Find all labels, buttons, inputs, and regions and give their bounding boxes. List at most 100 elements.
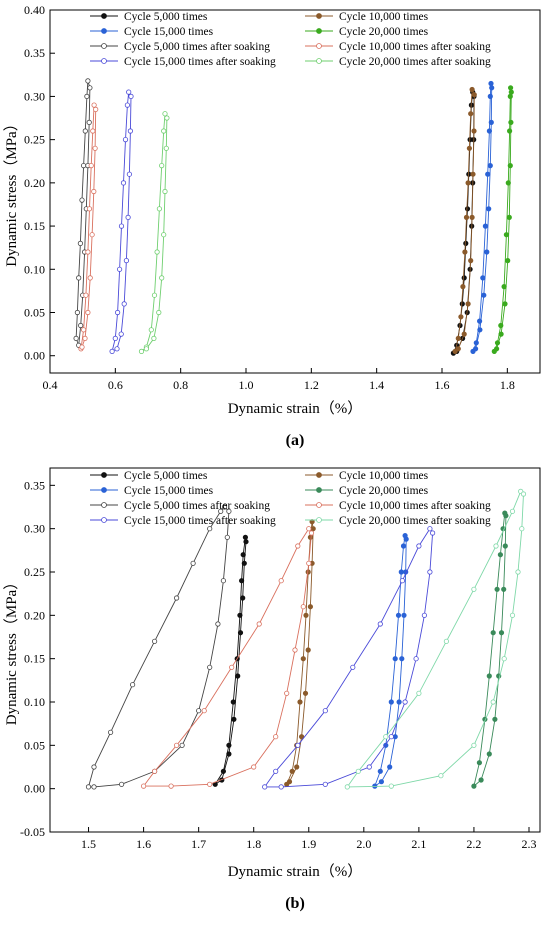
series-7 [138,111,170,354]
x-tick-label: 1.8 [246,837,261,851]
series-2 [372,532,409,789]
data-point [507,93,513,100]
y-tick-label: 0.30 [24,89,45,103]
x-tick-label: 1.9 [301,837,316,851]
y-tick-label: 0.05 [24,738,45,752]
data-point [427,526,433,532]
legend-swatch-marker [316,43,322,49]
data-point [297,699,303,705]
data-point [344,784,350,790]
data-point [486,128,492,134]
data-point [79,197,85,203]
legend-label: Cycle 5,000 times after soaking [124,500,270,512]
x-axis-title: Dynamic strain（%） [228,863,363,880]
data-point [387,764,393,770]
chart-panel-a: 0.4 0.6 0.8 1.0 1.2 1.4 1.6 1.8 0.00 0.05 0.10 0.15… [3,3,541,449]
data-point [289,768,295,774]
legend: Cycle 5,000 times Cycle 10,000 times Cycle… [90,470,491,527]
chart-panel-b: 1.5 1.6 1.7 1.8 1.9 2.0 2.1 2.2 2.3 -0.05 0.00 0.05… [3,467,541,912]
series-6 [262,526,436,790]
data-point [438,773,444,779]
data-point [493,543,499,549]
data-point [498,322,504,329]
data-point [306,560,312,566]
data-point [489,85,495,91]
data-point [83,292,89,298]
y-tick-label: 0.15 [24,219,45,233]
x-tick-label: 2.0 [356,837,371,851]
data-point [310,526,316,532]
data-point [121,301,127,307]
series-line [75,80,91,346]
data-point [85,309,91,316]
data-point [498,630,505,636]
data-point [156,206,162,212]
data-point [507,85,514,91]
data-point [235,673,241,679]
y-tick-label: 0.20 [24,608,45,622]
data-point [174,742,180,748]
data-point [307,534,313,540]
series-2 [470,80,495,354]
data-point [469,214,475,220]
data-point [355,768,361,774]
data-point [237,630,244,636]
legend-swatch-marker [316,502,322,508]
data-point [143,346,149,352]
data-point [520,491,527,497]
data-point [509,612,516,618]
data-point [207,664,213,670]
data-point [507,163,513,169]
y-tick-label: 0.00 [24,349,45,363]
series-5 [141,526,315,789]
data-point [401,612,407,618]
y-tick-label: 0.20 [24,176,45,190]
data-point [117,266,123,272]
data-point [488,119,494,126]
data-point [273,734,279,740]
x-tick-label: 2.3 [521,837,536,851]
data-point [482,223,488,229]
data-point [85,784,92,790]
data-point [487,93,493,100]
data-point [463,214,470,220]
data-point [505,180,511,186]
data-point [124,102,131,108]
data-point [493,346,500,352]
data-point [443,638,449,644]
data-point [231,716,237,722]
data-point [471,128,477,134]
data-point [308,530,315,536]
data-point [130,682,136,688]
x-tick-label: 2.1 [411,837,426,851]
data-point [278,578,284,584]
data-point [239,578,245,584]
data-point [416,690,422,696]
data-point [478,777,484,783]
data-point [273,768,279,774]
data-point [120,180,127,186]
legend-swatch-marker [101,502,107,508]
data-point [392,656,398,662]
data-point [295,742,301,748]
series-5 [78,102,99,352]
data-point [506,214,512,220]
legend-label: Cycle 5,000 times [124,11,208,23]
data-point [503,232,509,238]
data-point [366,764,372,770]
data-point [302,690,309,696]
data-point [497,552,503,558]
data-point [152,638,158,644]
legend: Cycle 5,000 times Cycle 10,000 times Cycle… [90,11,491,68]
data-point [159,163,165,169]
data-point [498,331,504,337]
data-point [73,335,79,341]
data-point [127,128,133,134]
data-point [403,536,409,542]
series-line [452,91,475,354]
data-point [126,89,132,95]
data-point [84,93,90,100]
legend-label: Cycle 15,000 times [124,485,214,497]
data-point [76,275,82,281]
x-tick-label: 0.6 [108,378,123,392]
